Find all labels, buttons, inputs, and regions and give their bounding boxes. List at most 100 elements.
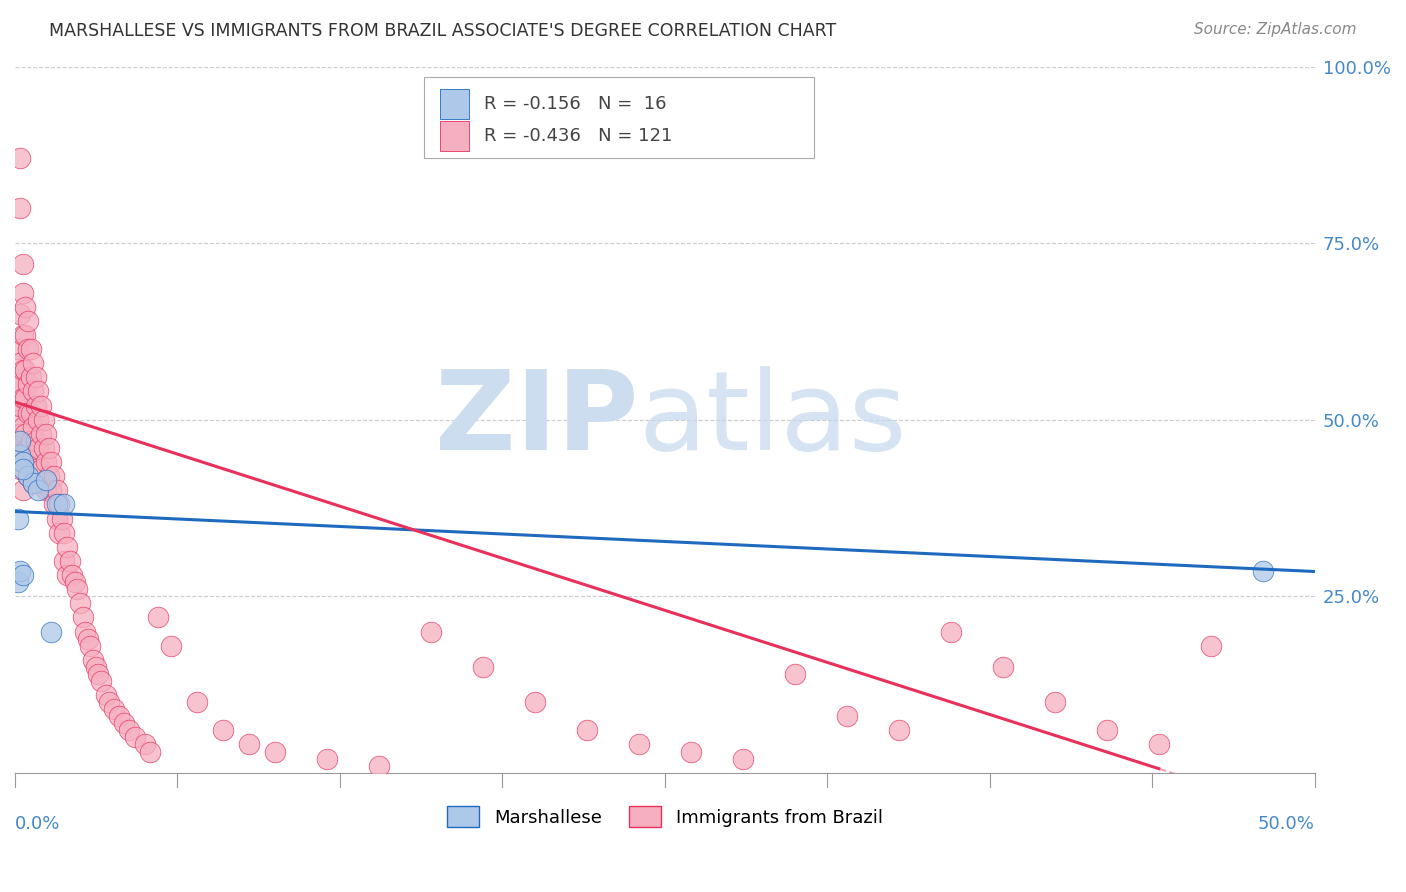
Point [887,723,910,738]
Point [20,434,42,448]
Point [35,426,58,441]
Point [1199,639,1222,653]
Point [94,688,117,702]
Point [186,695,208,709]
Point [7,412,30,426]
Point [8,399,31,413]
Point [160,639,183,653]
Point [7,575,30,590]
Point [14,455,37,469]
Point [17,441,39,455]
Point [82,653,104,667]
Point [27,476,49,491]
Point [1147,738,1170,752]
Point [1095,723,1118,738]
Point [118,723,141,738]
Point [41,624,63,639]
Point [22,384,45,399]
Point [53,497,76,511]
Point [8,152,31,166]
Point [11,327,34,342]
Point [42,469,65,483]
Point [17,469,39,483]
Point [124,731,146,745]
Point [11,462,34,476]
Point [20,406,42,420]
Point [72,610,94,624]
Point [11,363,34,377]
Point [134,738,156,752]
FancyBboxPatch shape [425,78,814,159]
Point [11,455,34,469]
Point [367,758,389,772]
Point [731,751,754,765]
Point [8,448,31,462]
Point [11,568,34,582]
Bar [440,121,468,151]
Point [35,473,58,487]
Point [66,582,89,596]
Point [27,384,49,399]
Point [17,314,39,328]
Point [48,525,70,540]
Point [8,426,31,441]
Point [20,370,42,384]
Point [45,483,67,498]
Point [8,377,31,392]
Point [8,356,31,370]
Text: 50.0%: 50.0% [1258,815,1315,833]
Point [264,745,287,759]
Point [79,639,101,653]
Point [316,751,339,765]
Point [17,377,39,392]
Point [471,660,494,674]
Point [53,554,76,568]
Point [108,709,131,723]
Point [11,455,34,469]
Point [419,624,441,639]
Point [139,745,162,759]
Point [146,610,169,624]
Point [32,412,55,426]
Point [1251,565,1274,579]
Point [22,448,45,462]
Point [42,497,65,511]
Point [212,723,235,738]
Point [32,441,55,455]
Point [14,363,37,377]
Point [14,327,37,342]
Point [575,723,598,738]
Point [60,568,83,582]
Point [1043,695,1066,709]
Point [7,511,30,525]
Point [103,702,125,716]
Point [7,426,30,441]
Point [35,483,58,498]
Point [45,497,67,511]
Point [38,469,60,483]
Point [8,462,31,476]
Point [112,716,135,731]
Point [24,434,46,448]
Point [11,483,34,498]
Text: Source: ZipAtlas.com: Source: ZipAtlas.com [1194,22,1357,37]
Point [523,695,546,709]
Text: R = -0.436   N = 121: R = -0.436 N = 121 [484,127,672,145]
Point [75,624,97,639]
Point [97,695,120,709]
Point [76,632,98,646]
Text: ZIP: ZIP [436,367,638,473]
Point [238,738,260,752]
Point [20,342,42,356]
Point [45,511,67,525]
Point [7,434,30,448]
Point [27,441,49,455]
Point [7,399,30,413]
Point [56,540,79,554]
Text: 0.0%: 0.0% [15,815,60,833]
Text: atlas: atlas [638,367,907,473]
Point [30,426,52,441]
Point [11,392,34,406]
Point [58,554,80,568]
Point [11,285,34,300]
